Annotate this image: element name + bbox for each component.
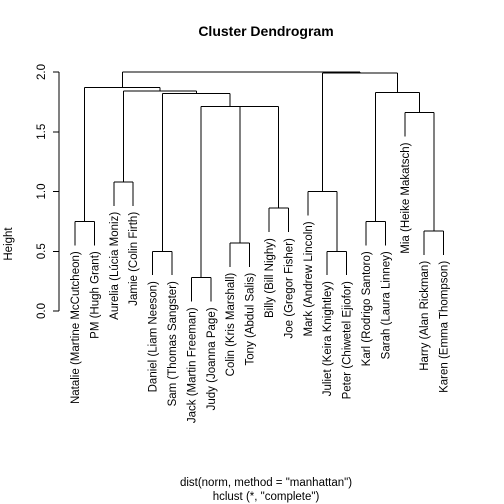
leaf-label: Karen (Emma Thompson)	[439, 261, 451, 393]
y-tick-label: 1.0	[36, 184, 48, 200]
dendrogram-tree	[74, 71, 445, 302]
leaf-label: Aurelia (Lúcia Moniz)	[109, 212, 121, 320]
leaf-label: Joe (Gregor Fisher)	[283, 238, 295, 339]
leaf-label: Karl (Rodrigo Santoro)	[361, 251, 373, 366]
y-tick-label: 2.0	[36, 64, 48, 80]
leaf-label: Jack (Martin Freeman)	[186, 307, 198, 423]
y-axis-label: Height	[3, 227, 15, 261]
leaf-labels: Natalie (Martine McCutcheon) PM (Hugh Gra…	[70, 142, 451, 423]
x-axis-label: dist(norm, method = "manhattan")	[180, 477, 352, 489]
leaf-label: Natalie (Martine McCutcheon)	[70, 251, 82, 404]
leaf-label: PM (Hugh Grant)	[89, 251, 101, 339]
leaf-label: Mia (Heike Makatsch)	[400, 142, 412, 253]
leaf-label: Billy (Bill Nighy)	[264, 238, 276, 318]
leaf-label: Jamie (Colin Firth)	[128, 212, 140, 306]
leaf-label: Mark (Andrew Lincoln)	[303, 221, 315, 336]
y-tick-label: 0.0	[36, 303, 48, 319]
leaf-label: Sarah (Laura Linney)	[380, 251, 392, 359]
y-tick-label: 1.5	[36, 124, 48, 140]
leaf-label: Colin (Kris Marshall)	[225, 273, 237, 377]
leaf-label: Juliet (Keira Knightley)	[322, 281, 334, 396]
subtitle: hclust (*, "complete")	[213, 491, 320, 503]
chart-title: Cluster Dendrogram	[198, 23, 333, 39]
y-axis: 0.0 0.5 1.0 1.5 2.0	[36, 64, 60, 319]
leaf-label: Tony (Abdul Salis)	[245, 273, 257, 366]
leaf-label: Daniel (Liam Neeson)	[148, 281, 160, 392]
y-tick-label: 0.5	[36, 243, 48, 259]
leaf-label: Sam (Thomas Sangster)	[167, 281, 179, 406]
leaf-label: Peter (Chiwetel Ejiofor)	[342, 281, 354, 399]
leaf-label: Judy (Joanna Page)	[206, 307, 218, 410]
leaf-label: Harry (Alan Rickman)	[419, 261, 431, 371]
